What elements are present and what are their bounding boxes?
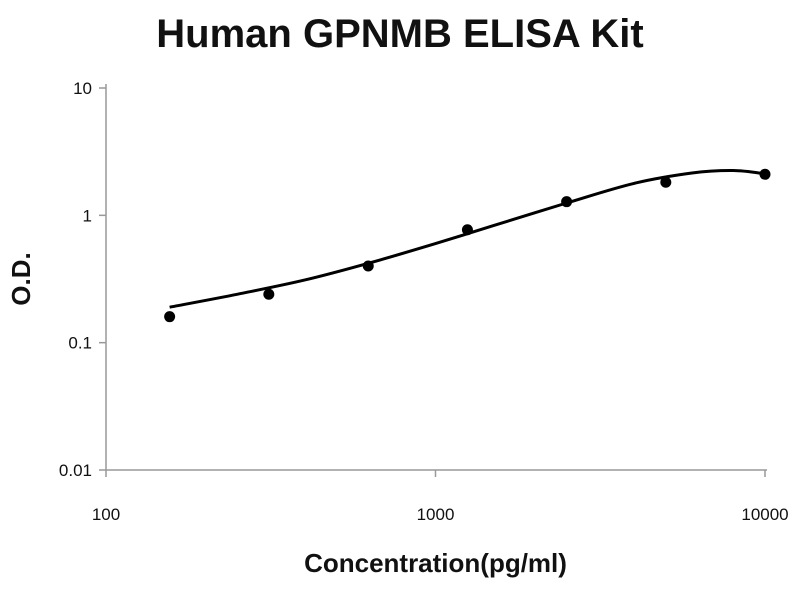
data-point xyxy=(362,260,374,272)
data-point xyxy=(660,176,672,188)
x-axis-ticks: 100 1000 10000 xyxy=(92,470,789,524)
data-point xyxy=(759,168,771,180)
x-tick-label: 1000 xyxy=(417,505,455,524)
y-axis-ticks: 0.01 0.1 1 10 xyxy=(59,79,106,480)
y-tick-label: 0.01 xyxy=(59,461,92,480)
x-tick-label: 10000 xyxy=(741,505,788,524)
x-axis-title: Concentration(pg/ml) xyxy=(304,548,567,578)
plot-area xyxy=(164,168,771,323)
axes xyxy=(105,84,767,471)
data-point xyxy=(461,224,473,236)
y-tick-label: 1 xyxy=(83,206,92,225)
data-point xyxy=(164,311,176,323)
y-tick-label: 0.1 xyxy=(68,334,92,353)
data-point xyxy=(561,196,573,208)
x-tick-label: 100 xyxy=(92,505,120,524)
y-axis-title: O.D. xyxy=(6,252,36,305)
y-tick-label: 10 xyxy=(73,79,92,98)
fitted-curve-line xyxy=(169,168,766,309)
chart-title: Human GPNMB ELISA Kit xyxy=(156,12,644,56)
data-point xyxy=(263,288,275,300)
